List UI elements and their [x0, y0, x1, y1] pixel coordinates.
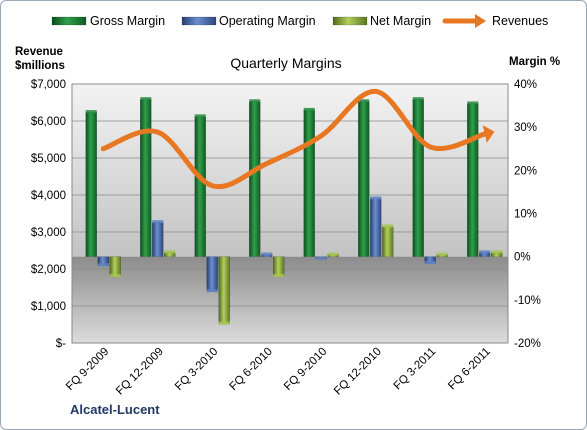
y-left-tick-label: $7,000: [31, 79, 66, 91]
legend-swatch-revenues-arrow: [475, 14, 486, 28]
company-label: Alcatel-Lucent: [70, 402, 160, 417]
bar-cap: [303, 107, 315, 111]
bar-cap: [152, 220, 164, 224]
bar-cap: [382, 224, 394, 228]
bar-cap: [412, 97, 424, 101]
revenue-line: [100, 88, 488, 190]
y-right-tick-label: 40%: [514, 79, 537, 91]
bar-cap: [194, 114, 206, 118]
legend-swatch-net-margin: [332, 16, 368, 26]
x-tick-label: FQ 9-2009: [64, 346, 111, 393]
x-tick-label: FQ 12-2010: [332, 346, 384, 398]
y-left-tick-label: $5,000: [31, 153, 66, 165]
y-right-tick-label: 0%: [514, 252, 531, 264]
y-left-tick-label: $-: [56, 338, 66, 350]
bar-operating-margin: [206, 256, 218, 292]
bar-gross-margin: [249, 101, 261, 257]
legend-swatch-gross-margin: [51, 16, 87, 26]
bar-cap: [261, 252, 273, 256]
y-left-tick-label: $2,000: [31, 264, 66, 276]
x-tick-label: FQ 3-2010: [173, 346, 220, 393]
plot-wall-upper: [72, 84, 508, 257]
legend-revenues: Revenues: [492, 14, 549, 28]
bar-operating-margin: [152, 221, 164, 257]
chart-title: Quarterly Margins: [230, 55, 342, 71]
bar-cap: [436, 252, 448, 256]
x-tick-label: FQ 6-2010: [228, 346, 275, 393]
bar-net-margin: [382, 226, 394, 257]
bar-net-margin: [218, 256, 230, 324]
bar-cap: [327, 252, 339, 256]
bar-net-margin: [109, 256, 121, 277]
y-right-tick-label: 30%: [514, 122, 537, 134]
plot-border: [71, 83, 509, 344]
bar-gross-margin: [140, 98, 152, 257]
bar-cap: [218, 321, 230, 325]
bar-cap: [85, 110, 97, 114]
y-right-tick-label: -10%: [514, 295, 541, 307]
y-right-tick-label: 20%: [514, 165, 537, 177]
bar-cap: [140, 97, 152, 101]
legend-net-margin: Net Margin: [370, 14, 432, 28]
bar-cap: [249, 99, 261, 103]
y-left-tick-label: $3,000: [31, 227, 66, 239]
bar-cap: [370, 196, 382, 200]
plot-wall-lower: [72, 256, 508, 343]
y-right-tick-label: -20%: [514, 338, 541, 350]
bar-gross-margin: [467, 103, 479, 257]
bar-net-margin: [273, 256, 285, 277]
bar-cap: [109, 274, 121, 278]
y-left-tick-label: $6,000: [31, 116, 66, 128]
bar-cap: [206, 289, 218, 293]
bar-cap: [467, 101, 479, 105]
bar-cap: [358, 99, 370, 103]
x-tick-label: FQ 3-2011: [392, 346, 439, 393]
bar-gross-margin: [194, 116, 206, 257]
y-left-tick-label: $1,000: [31, 301, 66, 313]
legend-operating-margin: Operating Margin: [219, 14, 316, 28]
y-right-tick-label: 10%: [514, 209, 537, 221]
x-tick-label: FQ 6-2011: [446, 346, 493, 393]
y-right-title: Margin %: [509, 56, 561, 68]
bar-cap: [491, 250, 503, 254]
x-tick-label: FQ 12-2009: [114, 346, 166, 398]
bar-cap: [315, 256, 327, 260]
legend-swatch-operating-margin: [181, 16, 217, 26]
y-left-title: Revenue $millions: [15, 46, 65, 72]
bar-gross-margin: [303, 109, 315, 257]
bar-gross-margin: [85, 111, 97, 257]
x-tick-label: FQ 9-2010: [282, 346, 329, 393]
y-left-tick-label: $4,000: [31, 190, 66, 202]
bar-gross-margin: [358, 101, 370, 257]
bar-gross-margin: [412, 98, 424, 257]
bar-cap: [424, 261, 436, 265]
bar-operating-margin: [370, 198, 382, 257]
bar-cap: [273, 274, 285, 278]
revenue-arrowhead: [482, 125, 495, 143]
bar-cap: [479, 250, 491, 254]
bar-cap: [97, 263, 109, 267]
legend-gross-margin: Gross Margin: [90, 14, 166, 28]
bar-cap: [164, 250, 176, 254]
